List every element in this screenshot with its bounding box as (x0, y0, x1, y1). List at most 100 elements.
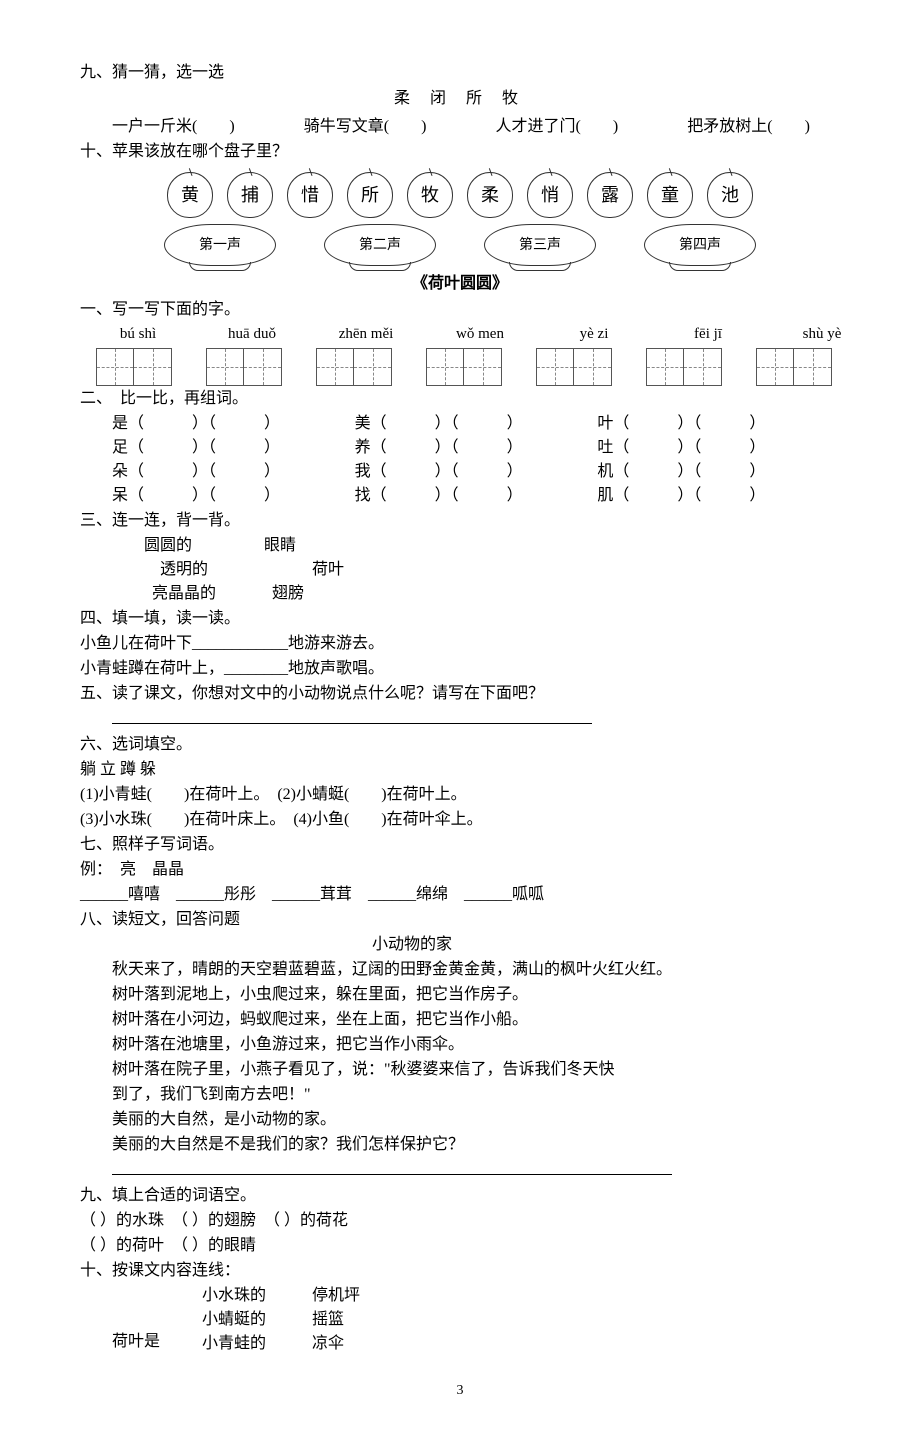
apple-char: 童 (647, 172, 693, 218)
story-line: 树叶落在小河边，蚂蚁爬过来，坐在上面，把它当作小船。 (112, 1008, 840, 1032)
pinyin: yè zi (554, 323, 634, 346)
tian-box[interactable] (426, 348, 464, 386)
match-left: 小水珠的 (202, 1284, 312, 1308)
tianzige-row (96, 348, 840, 386)
q2-body: 是（ ）（ ）美（ ）（ ）叶（ ）（ ） 足（ ）（ ）养（ ）（ ）吐（ ）… (112, 412, 840, 508)
tian-box[interactable] (464, 348, 502, 386)
q3-row: 透明的 荷叶 (144, 558, 840, 582)
tian-box[interactable] (756, 348, 794, 386)
match-left: 圆圆的 (144, 534, 264, 558)
q7-example: 例： 亮 晶晶 (80, 858, 840, 882)
q3-row: 圆圆的 眼睛 (144, 534, 840, 558)
story-line: 秋天来了，晴朗的天空碧蓝碧蓝，辽阔的田野金黄金黄，满山的枫叶火红火红。 (112, 958, 840, 982)
page-number: 3 (80, 1380, 840, 1401)
tian-box[interactable] (536, 348, 574, 386)
section-9-title: 九、猜一猜，选一选 (80, 61, 840, 85)
zuci: 叶（ ）（ ） (597, 412, 840, 436)
pinyin: fēi jī (668, 323, 748, 346)
q10b-title: 十、按课文内容连线： (80, 1259, 840, 1283)
pinyin: huā duǒ (212, 323, 292, 346)
q10b-body: 荷叶是 小水珠的 小蜻蜓的 小青蛙的 停机坪 摇篮 凉伞 (112, 1284, 840, 1356)
story-line: 美丽的大自然是不是我们的家？我们怎样保护它？ (112, 1133, 840, 1157)
zuci: 是（ ）（ ） (112, 412, 355, 436)
q9b-title: 九、填上合适的词语空。 (80, 1184, 840, 1208)
apple-char: 牧 (407, 172, 453, 218)
tone-plate-4: 第四声 (644, 224, 756, 266)
q4-title: 四、填一填，读一读。 (80, 607, 840, 631)
tian-box[interactable] (574, 348, 612, 386)
match-right: 停机坪 (312, 1284, 360, 1308)
q4-line: 小鱼儿在荷叶下____________地游来游去。 (80, 632, 840, 656)
pinyin: shù yè (782, 323, 862, 346)
apple-char: 柔 (467, 172, 513, 218)
zuci: 找（ ）（ ） (355, 484, 598, 508)
q7-blanks: ______嘻嘻 ______彤彤 ______茸茸 ______绵绵 ____… (80, 883, 840, 907)
q3-title: 三、连一连，背一背。 (80, 509, 840, 533)
q9b-line: （ ）的荷叶 （ ）的眼睛 (80, 1234, 840, 1258)
zuci: 我（ ）（ ） (355, 460, 598, 484)
q6-line: (3)小水珠( )在荷叶床上。 (4)小鱼( )在荷叶伞上。 (80, 808, 840, 832)
match-right: 摇篮 (312, 1308, 360, 1332)
tian-box[interactable] (684, 348, 722, 386)
story-line: 树叶落在池塘里，小鱼游过来，把它当作小雨伞。 (112, 1033, 840, 1057)
tian-box[interactable] (244, 348, 282, 386)
apple-char: 露 (587, 172, 633, 218)
q6-options: 躺 立 蹲 躲 (80, 758, 840, 782)
tone-plate-1: 第一声 (164, 224, 276, 266)
answer-line[interactable] (112, 707, 592, 724)
story-line: 到了，我们飞到南方去吧！" (112, 1083, 840, 1107)
guess-item: 把矛放树上( ) (687, 115, 810, 139)
q9b-line: （ ）的水珠 （ ）的翅膀 （ ）的荷花 (80, 1209, 840, 1233)
tian-box[interactable] (354, 348, 392, 386)
story-line: 树叶落在院子里，小燕子看见了，说："秋婆婆来信了，告诉我们冬天快 (112, 1058, 840, 1082)
guess-item: 一户一斤米( ) (112, 115, 235, 139)
match-right: 眼睛 (264, 534, 384, 558)
q2-title: 二、 比一比，再组词。 (80, 387, 840, 411)
story-body: 秋天来了，晴朗的天空碧蓝碧蓝，辽阔的田野金黄金黄，满山的枫叶火红火红。 树叶落到… (112, 958, 840, 1157)
tian-box[interactable] (134, 348, 172, 386)
q7-title: 七、照样子写词语。 (80, 833, 840, 857)
tian-box[interactable] (646, 348, 684, 386)
tian-box[interactable] (96, 348, 134, 386)
pinyin: wǒ men (440, 323, 520, 346)
match-left: 小蜻蜓的 (202, 1308, 312, 1332)
guess-item: 骑牛写文章( ) (304, 115, 427, 139)
plate-row: 第一声 第二声 第三声 第四声 (140, 224, 780, 266)
tian-box[interactable] (206, 348, 244, 386)
zuci: 机（ ）（ ） (597, 460, 840, 484)
q5-title: 五、读了课文，你想对文中的小动物说点什么呢？请写在下面吧？ (80, 682, 840, 706)
tone-plate-2: 第二声 (324, 224, 436, 266)
story-title: 小动物的家 (0, 933, 840, 957)
answer-line[interactable] (112, 1158, 672, 1175)
q4-line: 小青蛙蹲在荷叶上，________地放声歌唱。 (80, 657, 840, 681)
section-10-title: 十、苹果该放在哪个盘子里？ (80, 140, 840, 164)
q8-title: 八、读短文，回答问题 (80, 908, 840, 932)
apple-char: 捕 (227, 172, 273, 218)
q1-title: 一、写一写下面的字。 (80, 298, 840, 322)
zuci: 朵（ ）（ ） (112, 460, 355, 484)
tian-box[interactable] (794, 348, 832, 386)
pinyin: zhēn měi (326, 323, 406, 346)
lesson-title: 《荷叶圆圆》 (80, 272, 840, 296)
zuci: 吐（ ）（ ） (597, 436, 840, 460)
match-right: 凉伞 (312, 1332, 360, 1356)
zuci: 肌（ ）（ ） (597, 484, 840, 508)
q3-row: 亮晶晶的 翅膀 (144, 582, 840, 606)
story-line: 美丽的大自然，是小动物的家。 (112, 1108, 840, 1132)
match-right: 荷叶 (280, 558, 432, 582)
tian-box[interactable] (316, 348, 354, 386)
q6-line: (1)小青蛙( )在荷叶上。 (2)小蜻蜓( )在荷叶上。 (80, 783, 840, 807)
apple-char: 所 (347, 172, 393, 218)
section-9-items: 一户一斤米( ) 骑牛写文章( ) 人才进了门( ) 把矛放树上( ) (112, 115, 840, 139)
guess-item: 人才进了门( ) (496, 115, 619, 139)
tone-plate-3: 第三声 (484, 224, 596, 266)
match-left: 透明的 (144, 558, 280, 582)
apple-row: 黄 捕 惜 所 牧 柔 悄 露 童 池 (80, 172, 840, 218)
pinyin-row: bú shì huā duǒ zhēn měi wǒ men yè zi fēi… (98, 323, 840, 346)
section-9-options: 柔 闭 所 牧 (80, 87, 840, 111)
zuci: 足（ ）（ ） (112, 436, 355, 460)
match-right: 翅膀 (272, 582, 392, 606)
match-left: 小青蛙的 (202, 1332, 312, 1356)
apple-char: 惜 (287, 172, 333, 218)
q10b-lead: 荷叶是 (112, 1330, 202, 1356)
